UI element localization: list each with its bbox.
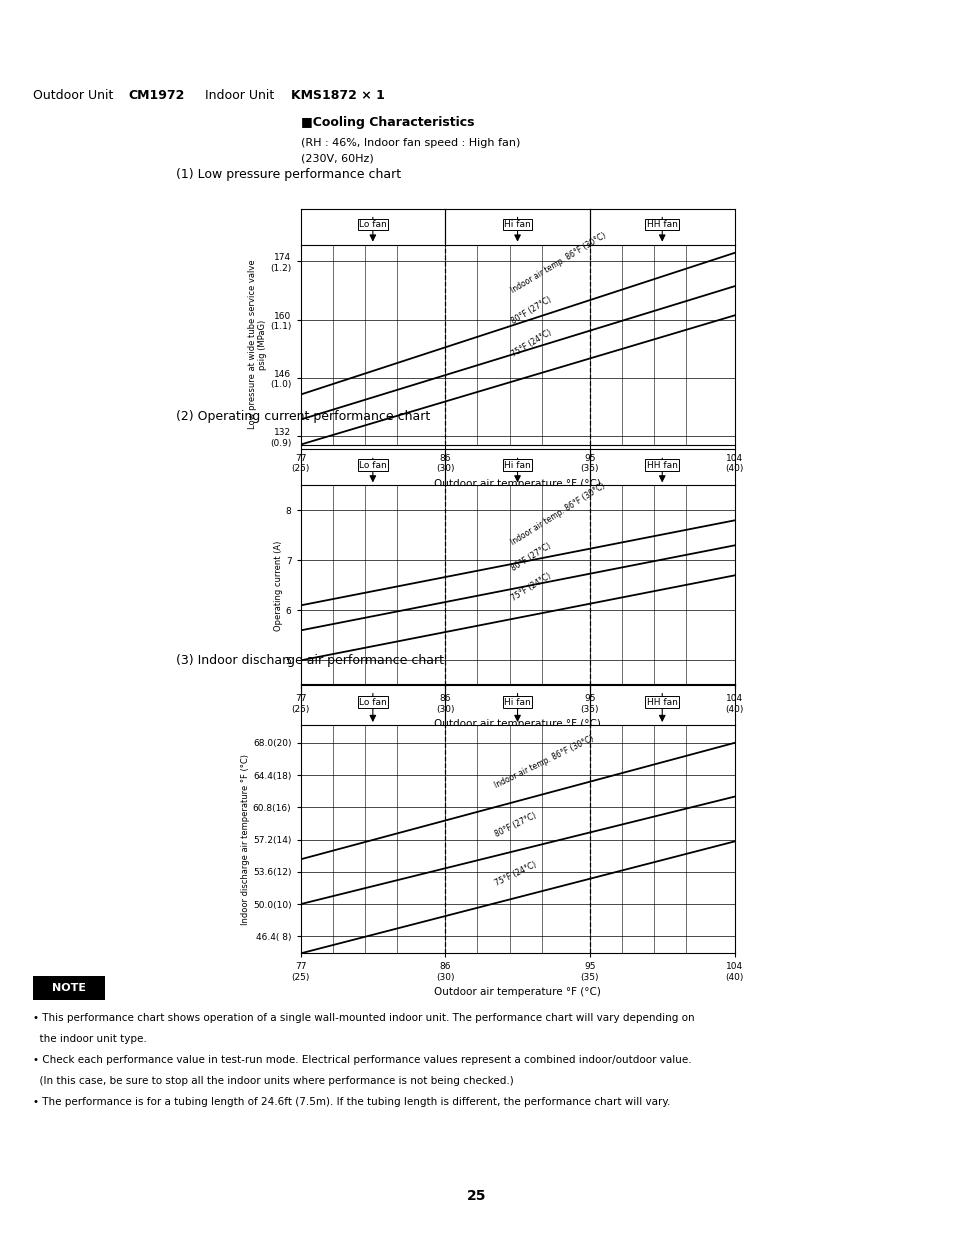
Text: Indoor air temp. 86°F (30°C): Indoor air temp. 86°F (30°C) [509, 231, 607, 294]
Text: 80°F (27°C): 80°F (27°C) [493, 811, 537, 839]
Text: HH fan: HH fan [646, 698, 677, 706]
Text: (RH : 46%, Indoor fan speed : High fan): (RH : 46%, Indoor fan speed : High fan) [300, 138, 519, 148]
Y-axis label: Operating current (A): Operating current (A) [274, 540, 283, 631]
Text: Indoor air temp. 86°F (30°C): Indoor air temp. 86°F (30°C) [509, 482, 606, 547]
Text: HH fan: HH fan [646, 461, 677, 469]
Text: the indoor unit type.: the indoor unit type. [33, 1034, 147, 1044]
Text: Indoor Unit: Indoor Unit [205, 89, 274, 101]
Text: KMS1872 × 1: KMS1872 × 1 [291, 89, 384, 101]
Text: Hi fan: Hi fan [503, 220, 531, 228]
Text: Outdoor Unit: Outdoor Unit [33, 89, 113, 101]
Text: (In this case, be sure to stop all the indoor units where performance is not bei: (In this case, be sure to stop all the i… [33, 1076, 514, 1086]
Text: (2) Operating current performance chart: (2) Operating current performance chart [176, 410, 431, 422]
Text: Hi fan: Hi fan [503, 461, 531, 469]
Text: Lo fan: Lo fan [358, 220, 386, 228]
Text: • Check each performance value in test-run mode. Electrical performance values r: • Check each performance value in test-r… [33, 1055, 691, 1065]
Text: 75°F (24°C): 75°F (24°C) [493, 861, 537, 888]
Text: 75°F (24°C): 75°F (24°C) [509, 329, 552, 359]
FancyBboxPatch shape [31, 976, 107, 1000]
Text: • The performance is for a tubing length of 24.6ft (7.5m). If the tubing length : • The performance is for a tubing length… [33, 1097, 670, 1107]
Text: (1) Low pressure performance chart: (1) Low pressure performance chart [176, 168, 401, 180]
Text: Hi fan: Hi fan [503, 698, 531, 706]
Text: (230V, 60Hz): (230V, 60Hz) [300, 154, 373, 164]
Y-axis label: Indoor discharge air temperature °F (°C): Indoor discharge air temperature °F (°C) [241, 753, 250, 925]
Text: • This performance chart shows operation of a single wall-mounted indoor unit. T: • This performance chart shows operation… [33, 1013, 695, 1023]
Text: Lo fan: Lo fan [358, 698, 386, 706]
X-axis label: Outdoor air temperature °F (°C): Outdoor air temperature °F (°C) [434, 479, 600, 489]
Text: CM1972: CM1972 [129, 89, 185, 101]
Text: 75°F (24°C): 75°F (24°C) [509, 571, 552, 603]
Text: 25: 25 [467, 1189, 486, 1203]
Text: ■Cooling Characteristics: ■Cooling Characteristics [300, 116, 474, 128]
Text: Indoor air temp. 86°F (30°C): Indoor air temp. 86°F (30°C) [493, 734, 595, 789]
Text: NOTE: NOTE [52, 983, 86, 993]
X-axis label: Outdoor air temperature °F (°C): Outdoor air temperature °F (°C) [434, 720, 600, 730]
Text: 80°F (27°C): 80°F (27°C) [509, 541, 552, 572]
Text: HH fan: HH fan [646, 220, 677, 228]
Text: Lo fan: Lo fan [358, 461, 386, 469]
Text: (3) Indoor discharge air performance chart: (3) Indoor discharge air performance cha… [176, 655, 444, 667]
Text: 80°F (27°C): 80°F (27°C) [509, 295, 552, 326]
Y-axis label: Low pressure at wide tube service valve
psig (MPaG): Low pressure at wide tube service valve … [248, 259, 267, 430]
X-axis label: Outdoor air temperature °F (°C): Outdoor air temperature °F (°C) [434, 988, 600, 998]
